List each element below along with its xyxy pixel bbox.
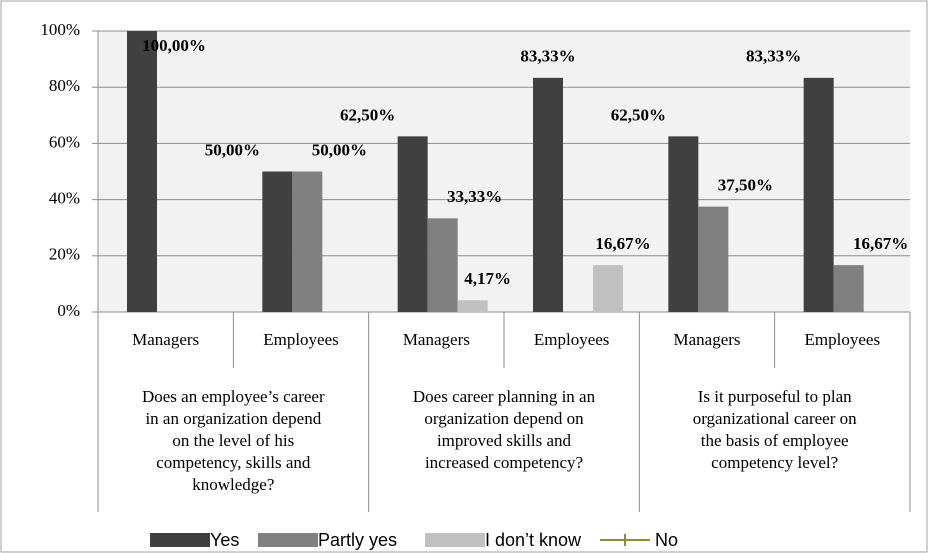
legend-label: I don’t know (485, 530, 582, 550)
group-label: knowledge? (192, 475, 274, 494)
group-label: improved skills and (437, 431, 572, 450)
plot-area (98, 31, 910, 312)
bar (698, 206, 729, 312)
bar (262, 171, 293, 312)
x-tick-label: Managers (132, 330, 199, 349)
group-label: organization depend on (424, 409, 584, 428)
data-label: 16,67% (595, 234, 650, 253)
legend-swatch (150, 533, 210, 547)
data-label: 83,33% (746, 47, 801, 66)
data-label: 62,50% (340, 105, 395, 124)
bar (427, 218, 458, 312)
data-label: 50,00% (205, 140, 260, 159)
x-tick-label: Managers (673, 330, 740, 349)
y-tick-label: 20% (49, 245, 80, 264)
data-label: 4,17% (464, 269, 511, 288)
group-label: organizational career on (693, 409, 857, 428)
group-label: on the level of his (172, 431, 294, 450)
y-tick-label: 40% (49, 189, 80, 208)
legend-label: Partly yes (318, 530, 397, 550)
data-label: 37,50% (718, 176, 773, 195)
bar (457, 300, 488, 312)
x-tick-label: Employees (263, 330, 339, 349)
group-label: in an organization depend (145, 409, 321, 428)
legend-label: No (655, 530, 678, 550)
group-label: increased competency? (425, 453, 583, 472)
y-tick-label: 80% (49, 76, 80, 95)
x-tick-label: Managers (403, 330, 470, 349)
group-label: Does career planning in an (413, 387, 596, 406)
group-label: Does an employee’s career (142, 387, 325, 406)
legend-swatch (425, 533, 485, 547)
group-label: competency level? (711, 453, 838, 472)
bar (127, 31, 157, 312)
group-label: Is it purposeful to plan (698, 387, 852, 406)
group-label: competency, skills and (156, 453, 311, 472)
bar (292, 171, 323, 312)
y-tick-label: 0% (57, 301, 80, 320)
legend-label: Yes (210, 530, 239, 550)
bar (397, 136, 428, 312)
group-label: the basis of employee (701, 431, 849, 450)
bar (533, 77, 563, 312)
bar (593, 265, 623, 312)
x-tick-label: Employees (534, 330, 610, 349)
bar (833, 265, 864, 312)
data-label: 62,50% (611, 105, 666, 124)
bar (803, 77, 834, 312)
data-label: 83,33% (520, 47, 575, 66)
bar (668, 136, 699, 312)
legend-swatch (258, 533, 318, 547)
data-label: 16,67% (853, 234, 908, 253)
y-tick-label: 100% (40, 20, 80, 39)
data-label: 33,33% (447, 187, 502, 206)
data-label: 50,00% (312, 140, 367, 159)
y-tick-label: 60% (49, 132, 80, 151)
data-label: 100,00% (142, 36, 206, 55)
x-tick-label: Employees (805, 330, 881, 349)
